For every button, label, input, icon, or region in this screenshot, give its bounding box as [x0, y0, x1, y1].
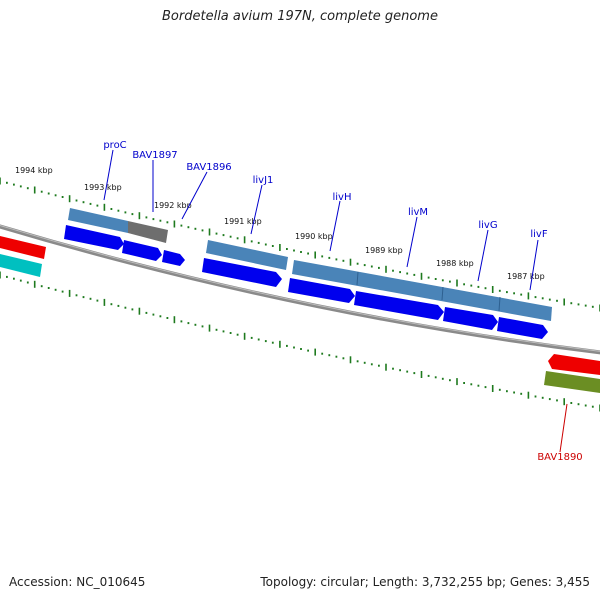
- gene-feature-BAV1897[interactable]: [128, 221, 168, 243]
- cds-arrow-BAV1897[interactable]: [122, 240, 162, 261]
- kbp-label: 1990 kbp: [295, 232, 333, 241]
- kbp-label: 1991 kbp: [224, 217, 262, 226]
- cds-arrow-livM[interactable]: [354, 291, 444, 320]
- gene-label-proC[interactable]: proC: [103, 140, 126, 151]
- gene-boundary: [441, 286, 444, 301]
- leader-line-livM: [406, 216, 418, 268]
- leader-line-BAV1890: [559, 403, 568, 453]
- kbp-label: 1993 kbp: [84, 183, 122, 192]
- gene-label-livM[interactable]: livM: [408, 207, 428, 218]
- gene-feature-proC[interactable]: [68, 208, 128, 233]
- accession-text: Accession: NC_010645: [9, 575, 146, 589]
- reverse-feature-BAV1890[interactable]: [544, 371, 600, 393]
- reverse-cds-offscreen-left[interactable]: [0, 236, 46, 259]
- leader-line-livG: [477, 229, 489, 282]
- cds-arrow-livJ1[interactable]: [202, 258, 282, 287]
- map-title: Bordetella avium 197N, complete genome: [162, 9, 438, 24]
- cds-arrow-proC[interactable]: [64, 225, 124, 250]
- gene-label-livJ1[interactable]: livJ1: [253, 175, 274, 186]
- inner-tick-track: [0, 271, 600, 412]
- gene-feature-livJ1[interactable]: [206, 240, 288, 270]
- cds-arrow-livF[interactable]: [497, 317, 548, 339]
- genome-backbone-highlight: [0, 224, 600, 352]
- kbp-label: 1987 kbp: [507, 272, 545, 281]
- gene-label-BAV1890[interactable]: BAV1890: [537, 452, 582, 463]
- kbp-label: 1988 kbp: [436, 259, 474, 268]
- kbp-label: 1989 kbp: [365, 246, 403, 255]
- cds-arrow-BAV1896[interactable]: [162, 250, 185, 266]
- kbp-label: 1992 kbp: [154, 201, 192, 210]
- kbp-label: 1994 kbp: [15, 166, 53, 175]
- gene-label-livG[interactable]: livG: [478, 220, 497, 231]
- cds-arrow-livH[interactable]: [288, 278, 355, 303]
- gene-label-BAV1896[interactable]: BAV1896: [186, 162, 231, 173]
- gene-boundary: [498, 296, 501, 312]
- gene-label-livF[interactable]: livF: [530, 229, 547, 240]
- genome-stats-text: Topology: circular; Length: 3,732,255 bp…: [260, 575, 590, 589]
- leader-line-livH: [329, 200, 341, 252]
- leader-line-livJ1: [250, 184, 263, 235]
- outer-tick-track: [0, 177, 600, 312]
- cds-arrow-livG[interactable]: [443, 307, 498, 330]
- genome-backbone: [0, 224, 600, 355]
- cds-offscreen-left[interactable]: [0, 254, 42, 277]
- gene-feature-livH-livF[interactable]: [292, 260, 552, 321]
- leader-line-livF: [529, 239, 539, 291]
- gene-label-livH[interactable]: livH: [333, 192, 352, 203]
- leader-line-proC: [103, 149, 114, 201]
- reverse-cds-BAV1890[interactable]: [548, 354, 600, 375]
- leader-line-BAV1896: [181, 171, 208, 220]
- gene-label-BAV1897[interactable]: BAV1897: [132, 150, 177, 161]
- gene-boundary: [356, 271, 359, 286]
